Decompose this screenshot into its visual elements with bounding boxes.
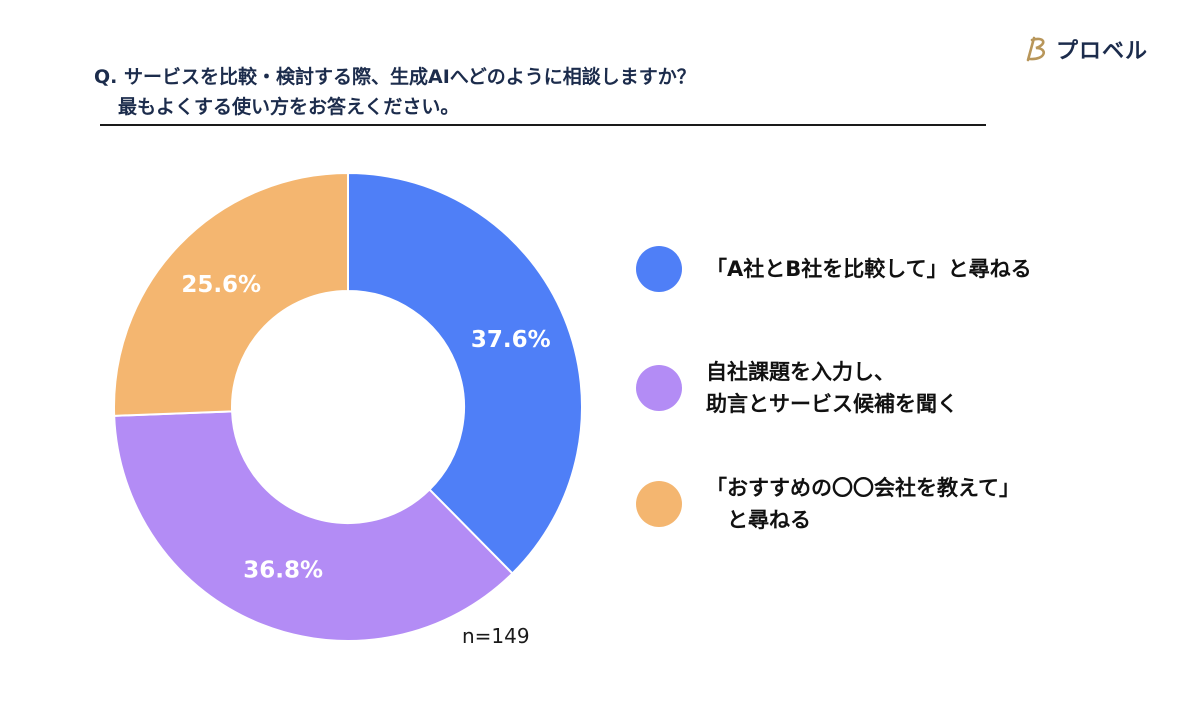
legend-swatch	[636, 481, 682, 527]
legend-swatch	[636, 246, 682, 292]
donut-slice-1	[113, 410, 514, 642]
legend-item-own-issue: 自社課題を入力し、 助言とサービス候補を聞く	[636, 356, 958, 420]
question-line-2: 最もよくする使い方をお答えください。	[118, 96, 460, 118]
sample-size-label: n=149	[462, 624, 530, 648]
question-line-1: Q. サービスを比較・検討する際、生成AIへどのように相談しますか？	[94, 66, 696, 88]
legend-label: 自社課題を入力し、 助言とサービス候補を聞く	[706, 360, 958, 416]
brand-logo: プロベル	[1020, 32, 1148, 66]
legend-item-a-vs-b: 「A社とB社を比較して」と尋ねる	[636, 246, 1032, 292]
stylized-b-logo-icon	[1026, 36, 1045, 62]
slice-value-label-2: 25.6%	[181, 272, 261, 298]
question-text: Q. サービスを比較・検討する際、生成AIへどのように相談しますか？ 最もよくす…	[94, 62, 994, 122]
slice-value-label-1: 36.8%	[243, 558, 323, 584]
legend-label: 「A社とB社を比較して」と尋ねる	[706, 257, 1032, 281]
legend-label: 「おすすめの〇〇会社を教えて」 と尋ねる	[706, 476, 1020, 532]
donut-chart: 37.6% 36.8% 25.6%	[113, 171, 583, 642]
slice-value-label-0: 37.6%	[471, 327, 551, 353]
donut-slice-2	[113, 171, 349, 417]
legend-item-recommend: 「おすすめの〇〇会社を教えて」 と尋ねる	[636, 472, 1020, 536]
legend-swatch	[636, 365, 682, 411]
donut-slice-0	[347, 171, 583, 575]
brand-name: プロベル	[1056, 39, 1149, 64]
title-divider	[100, 124, 986, 126]
